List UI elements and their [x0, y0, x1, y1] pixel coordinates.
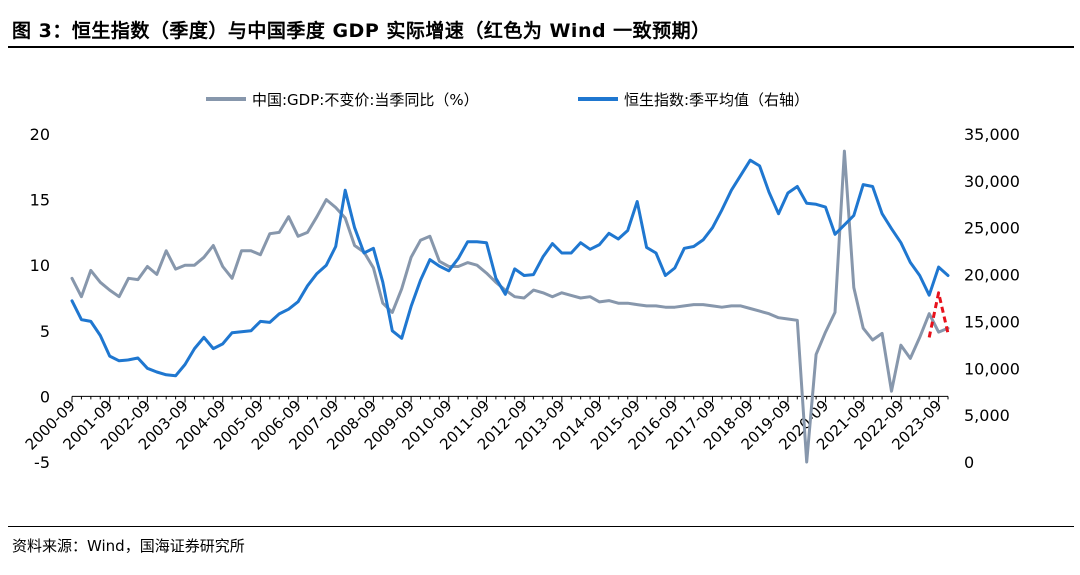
forecast-series-line: [927, 291, 950, 338]
chart-area: 中国:GDP:不变价:当季同比（%） 恒生指数:季平均值（右轴） -5 0 5 10 1…: [0, 52, 1080, 527]
legend: 中国:GDP:不变价:当季同比（%） 恒生指数:季平均值（右轴）: [206, 91, 809, 109]
series-layer: [70, 149, 950, 464]
right-axis-ticks: 0 5,000 10,000 15,000 20,000 25,000 30,000 35,0…: [964, 125, 1020, 472]
footer-rule: [8, 526, 1074, 527]
legend-hsi-label: 恒生指数:季平均值（右轴）: [624, 91, 809, 109]
title-bar: 图 3：恒生指数（季度）与中国季度 GDP 实际增速（红色为 Wind 一致预期…: [8, 6, 1074, 48]
source-note: 资料来源：Wind，国海证券研究所: [12, 537, 245, 555]
right-axis-tick-label: 35,000: [964, 125, 1020, 144]
gdp-series-line: [70, 149, 950, 464]
left-axis-tick-label: 5: [40, 322, 50, 341]
left-axis-ticks: -5 0 5 10 15 20: [30, 125, 50, 472]
legend-gdp-label: 中国:GDP:不变价:当季同比（%）: [252, 91, 479, 109]
hsi-series-line: [70, 158, 950, 378]
left-axis-tick-label: -5: [34, 453, 50, 472]
right-axis-tick-label: 20,000: [964, 266, 1020, 285]
left-axis-tick-label: 20: [30, 125, 50, 144]
right-axis-tick-label: 30,000: [964, 172, 1020, 191]
right-axis-tick-label: 5,000: [964, 406, 1010, 425]
right-axis-tick-label: 0: [964, 453, 974, 472]
right-axis-tick-label: 25,000: [964, 219, 1020, 238]
gdp-hsi-line-chart: 中国:GDP:不变价:当季同比（%） 恒生指数:季平均值（右轴） -5 0 5 10 1…: [22, 91, 1020, 472]
left-axis-tick-label: 0: [40, 387, 50, 406]
left-axis-tick-label: 15: [30, 191, 50, 210]
figure-title: 图 3：恒生指数（季度）与中国季度 GDP 实际增速（红色为 Wind 一致预期…: [12, 20, 711, 42]
right-axis-tick-label: 15,000: [964, 312, 1020, 331]
right-axis-tick-label: 10,000: [964, 359, 1020, 378]
left-axis-tick-label: 10: [30, 256, 50, 275]
